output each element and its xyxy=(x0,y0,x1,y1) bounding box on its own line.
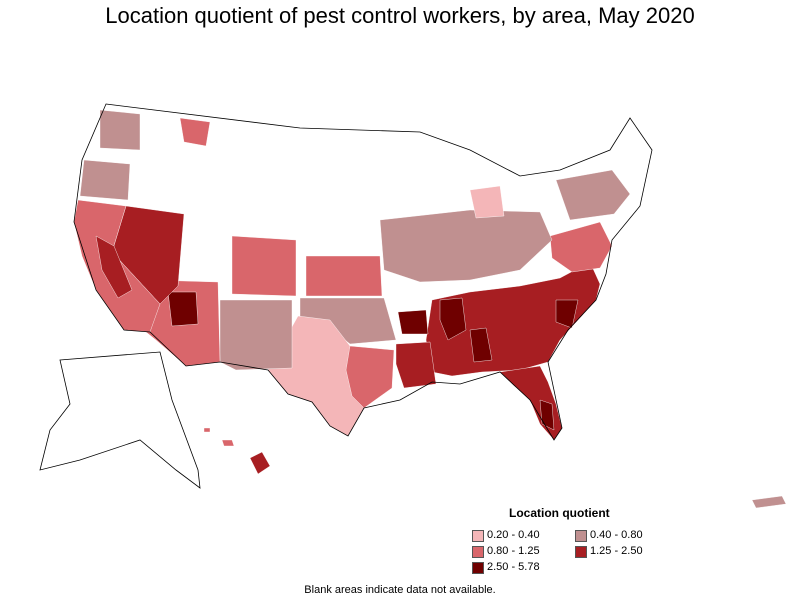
legend-item-3: 1.25 - 2.50 xyxy=(575,545,643,558)
region-puerto-rico xyxy=(751,495,787,509)
region-new-mexico xyxy=(219,299,293,371)
legend-title: Location quotient xyxy=(509,506,610,520)
legend-swatch xyxy=(575,529,587,542)
region-michigan xyxy=(469,185,505,219)
map-title: Location quotient of pest control worker… xyxy=(105,3,695,28)
legend-item-2: 0.80 - 1.25 xyxy=(472,545,540,558)
legend-swatch xyxy=(472,529,484,542)
region-oregon xyxy=(79,159,131,201)
footnote: Blank areas indicate data not available. xyxy=(304,584,496,596)
legend-item-1: 0.40 - 0.80 xyxy=(575,529,643,542)
region-hawaii-islands xyxy=(203,427,235,447)
legend-item-0: 0.20 - 0.40 xyxy=(472,529,540,542)
legend-swatch xyxy=(472,545,484,558)
region-california-dark xyxy=(95,235,133,299)
region-northeast xyxy=(555,169,631,221)
region-southeast-dark xyxy=(439,297,467,341)
map-regions xyxy=(73,109,787,509)
legend-label: 0.20 - 0.40 xyxy=(487,529,540,541)
region-arizona-dark xyxy=(167,291,199,327)
region-louisiana xyxy=(395,341,437,389)
region-mid-atlantic xyxy=(549,221,613,273)
region-midwest xyxy=(379,209,553,283)
region-hawaii xyxy=(249,451,271,475)
region-colorado xyxy=(231,235,297,297)
legend-item-4: 2.50 - 5.78 xyxy=(472,561,540,574)
region-southeast xyxy=(425,261,601,377)
legend-swatch xyxy=(472,561,484,574)
region-mississippi-dark xyxy=(469,327,493,363)
region-sc-dark xyxy=(555,299,579,329)
outline-conus xyxy=(73,103,653,441)
region-arkansas-dark xyxy=(397,309,429,335)
state-boundaries xyxy=(39,103,653,489)
legend-swatch xyxy=(575,545,587,558)
legend-label: 2.50 - 5.78 xyxy=(487,561,540,573)
outline-alaska xyxy=(39,351,201,489)
legend-label: 0.80 - 1.25 xyxy=(487,545,540,557)
region-kansas xyxy=(305,255,383,297)
legend-label: 0.40 - 0.80 xyxy=(590,529,643,541)
legend-label: 1.25 - 2.50 xyxy=(590,545,643,557)
region-idaho xyxy=(179,117,211,147)
region-washington xyxy=(99,109,141,151)
